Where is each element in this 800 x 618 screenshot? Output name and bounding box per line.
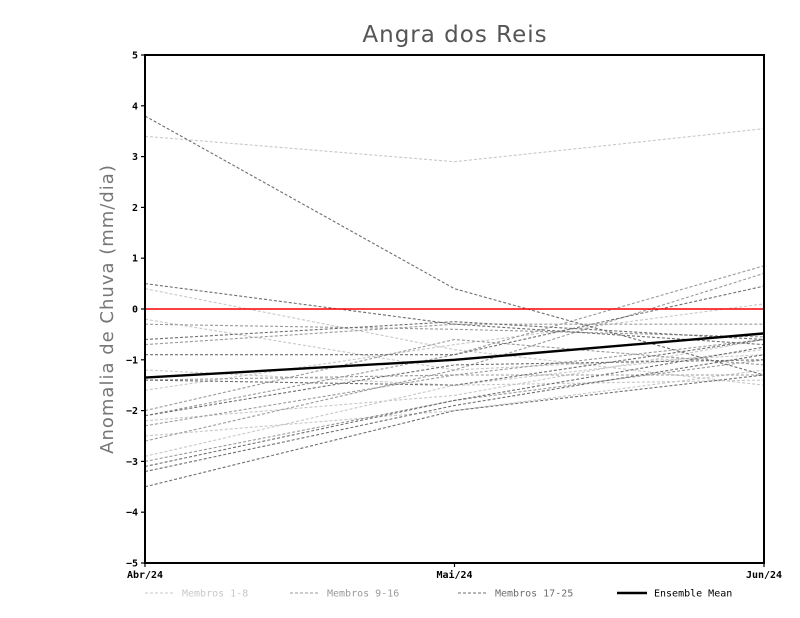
member-line-4: [144, 338, 765, 422]
member-line-21: [144, 374, 765, 488]
y-tick-label: −2: [126, 406, 138, 417]
member-line-17: [144, 115, 765, 376]
member-line-6: [144, 303, 765, 391]
x-tick-label: Jun/24: [746, 570, 782, 581]
member-line-19: [144, 321, 765, 341]
series-layer: [144, 115, 765, 488]
y-tick-label: 4: [132, 101, 138, 112]
x-axis-ticks: Abr/24 Mai/24 Jun/24: [127, 563, 782, 581]
member-line-24: [144, 346, 765, 468]
member-line-23: [144, 359, 765, 417]
member-line-3: [144, 318, 765, 371]
chart-title: Angra dos Reis: [362, 22, 547, 48]
y-tick-label: 1: [132, 254, 138, 265]
member-line-10: [144, 272, 765, 442]
y-tick-label: −3: [126, 457, 138, 468]
member-line-15: [144, 338, 765, 381]
member-line-7: [144, 369, 765, 437]
x-tick-label: Abr/24: [127, 570, 163, 581]
member-line-1: [144, 128, 765, 163]
y-tick-label: 5: [132, 51, 138, 62]
y-axis-ticks: 5 4 3 2 1 0 −1 −2 −3 −4 −5: [126, 51, 145, 570]
x-tick-label: Mai/24: [436, 569, 472, 581]
member-line-9: [144, 265, 765, 417]
legend-label: Membros 9-16: [327, 589, 399, 600]
y-tick-label: 3: [132, 152, 138, 163]
legend-label: Membros 1-8: [182, 589, 248, 600]
y-tick-label: 0: [132, 305, 138, 316]
member-line-5: [144, 379, 765, 457]
legend-label: Ensemble Mean: [654, 589, 732, 600]
member-line-11: [144, 323, 765, 338]
ensemble-mean-line: [144, 332, 765, 379]
member-line-2: [144, 288, 765, 386]
mean-layer: [144, 332, 765, 379]
y-tick-label: 2: [132, 203, 138, 214]
member-line-18: [144, 283, 765, 346]
legend-label: Membros 17-25: [495, 589, 573, 600]
member-line-16: [144, 338, 765, 412]
y-tick-label: −4: [126, 508, 138, 519]
member-line-22: [144, 354, 765, 473]
y-tick-label: −1: [126, 355, 138, 366]
legend: Membros 1-8 Membros 9-16 Membros 17-25 Ense…: [145, 589, 732, 600]
y-tick-label: −5: [126, 559, 138, 570]
y-axis-label: Anomalia de Chuva (mm/dia): [97, 164, 118, 454]
